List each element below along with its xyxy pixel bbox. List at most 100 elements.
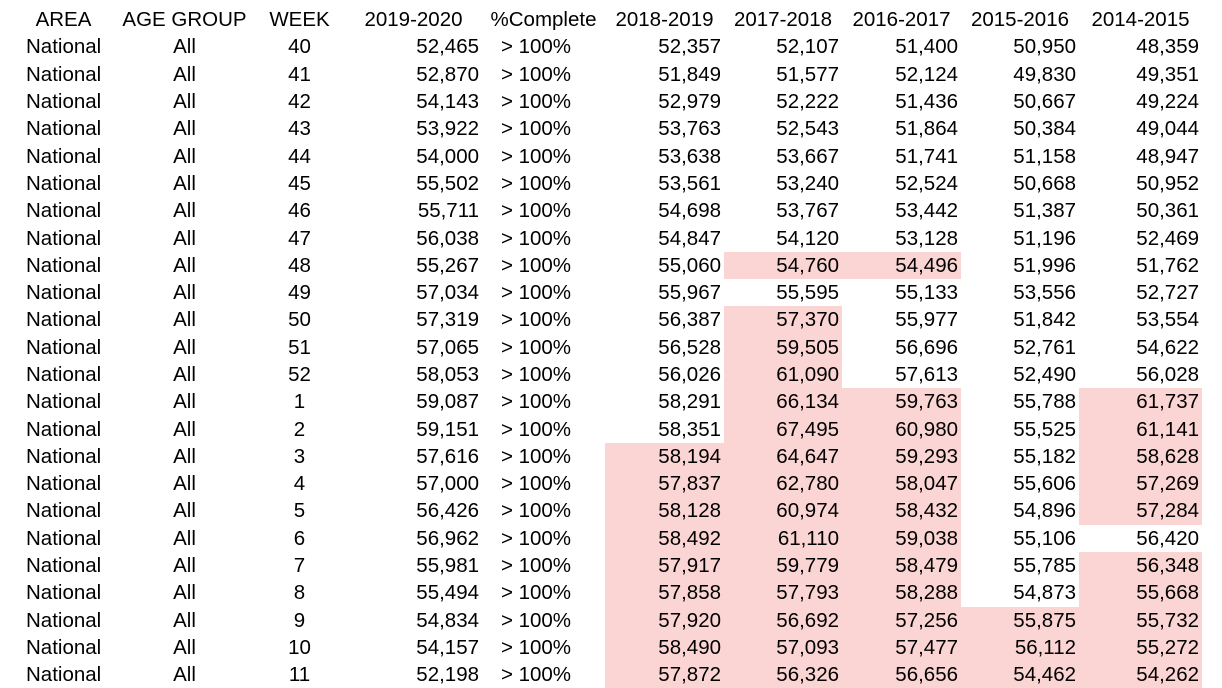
- cell-2014-2015: 49,351: [1136, 62, 1199, 86]
- cell-2018-2019: 53,638: [658, 144, 721, 168]
- cell-2015-2016: 55,525: [1013, 417, 1076, 441]
- cell-week: 50: [288, 308, 311, 332]
- cell-week: 2: [293, 417, 306, 441]
- cell-2018-2019: 53,561: [658, 171, 721, 195]
- cell-2015-2016: 54,873: [1013, 581, 1076, 605]
- cell-2018-2019: 57,920: [605, 606, 724, 634]
- cell-2018-2019: 54,698: [658, 199, 721, 223]
- cell-area: National: [26, 226, 102, 250]
- cell-2018-2019: 57,917: [605, 551, 724, 580]
- cell-area: National: [26, 608, 102, 632]
- cell-2018-2019: 52,357: [658, 35, 721, 59]
- cell-2015-2016: 49,830: [1013, 62, 1076, 86]
- cell-2017-2018: 62,780: [724, 470, 842, 498]
- cell-2019-2020: 55,711: [417, 199, 479, 223]
- cell-2017-2018: 52,543: [776, 117, 839, 141]
- cell-2015-2016: 55,182: [1013, 444, 1076, 468]
- cell-percent-complete: > 100%: [500, 35, 572, 59]
- cell-area: National: [26, 35, 102, 59]
- cell-2017-2018: 64,647: [724, 442, 842, 471]
- cell-age-group: All: [173, 663, 196, 687]
- cell-area: National: [26, 444, 102, 468]
- cell-2018-2019: 58,128: [605, 497, 724, 525]
- cell-2016-2017: 54,496: [842, 251, 961, 279]
- cell-area: National: [26, 90, 102, 114]
- cell-week: 45: [288, 171, 311, 195]
- cell-area: National: [26, 526, 102, 550]
- cell-2015-2016: 51,996: [1013, 253, 1076, 277]
- cell-area: National: [26, 663, 102, 687]
- cell-percent-complete: > 100%: [500, 472, 572, 496]
- cell-2016-2017: 51,400: [895, 35, 958, 59]
- cell-2016-2017: 58,288: [842, 579, 961, 607]
- cell-2019-2020: 55,981: [416, 554, 479, 578]
- cell-2015-2016: 55,788: [1013, 390, 1076, 414]
- cell-2019-2020: 57,319: [416, 308, 479, 332]
- cell-2016-2017: 53,442: [895, 199, 958, 223]
- cell-area: National: [26, 199, 102, 223]
- cell-2017-2018: 59,505: [724, 333, 842, 361]
- cell-2018-2019: 53,763: [658, 117, 721, 141]
- cell-2017-2018: 53,667: [776, 144, 839, 168]
- cell-2017-2018: 52,222: [776, 90, 839, 114]
- header-2018-2019: 2018-2019: [615, 8, 714, 32]
- header-2016-2017: 2016-2017: [852, 8, 951, 32]
- cell-age-group: All: [173, 226, 196, 250]
- cell-2016-2017: 58,047: [842, 470, 961, 498]
- cell-week: 46: [288, 199, 311, 223]
- cell-week: 52: [288, 363, 311, 386]
- cell-percent-complete: > 100%: [500, 226, 572, 250]
- cell-area: National: [26, 308, 102, 332]
- cell-age-group: All: [173, 62, 196, 86]
- cell-2019-2020: 56,038: [416, 226, 479, 250]
- cell-age-group: All: [173, 444, 196, 468]
- cell-2014-2015: 55,272: [1079, 633, 1202, 662]
- cell-week: 10: [288, 635, 311, 659]
- table-row: National All 3 57,616 > 100% 58,194 64,647 59,2…: [12, 442, 1202, 471]
- cell-area: National: [26, 117, 102, 141]
- cell-area: National: [26, 390, 102, 414]
- cell-2017-2018: 54,760: [724, 251, 842, 279]
- cell-percent-complete: > 100%: [500, 117, 572, 141]
- cell-week: 49: [288, 281, 311, 305]
- cell-2019-2020: 59,151: [416, 417, 479, 441]
- header-row: AREA AGE GROUP WEEK 2019-2020 %Complete …: [12, 6, 1202, 33]
- cell-week: 43: [288, 117, 311, 141]
- cell-2017-2018: 53,767: [776, 199, 839, 223]
- cell-2015-2016: 53,556: [1013, 281, 1076, 305]
- table-row: National All 42 54,143 > 100% 52,979 52,222 51,…: [12, 88, 1202, 115]
- cell-2017-2018: 51,577: [776, 62, 839, 86]
- table-row: National All 46 55,711 > 100% 54,698 53,767 53,…: [12, 197, 1202, 224]
- cell-2016-2017: 57,256: [842, 606, 961, 634]
- cell-2017-2018: 67,495: [724, 415, 842, 443]
- cell-2018-2019: 58,291: [658, 390, 721, 414]
- cell-week: 11: [288, 663, 311, 687]
- cell-2017-2018: 56,326: [724, 661, 842, 688]
- cell-week: 44: [288, 144, 311, 168]
- table-body: National All 40 52,465 > 100% 52,357 52,107 51,…: [12, 33, 1202, 688]
- cell-2015-2016: 51,842: [1013, 308, 1076, 332]
- cell-2015-2016: 55,875: [961, 606, 1079, 634]
- cell-age-group: All: [173, 90, 196, 114]
- cell-2016-2017: 55,133: [895, 281, 958, 305]
- cell-2017-2018: 61,110: [724, 524, 842, 552]
- cell-area: National: [26, 554, 102, 578]
- cell-2014-2015: 49,224: [1136, 90, 1199, 114]
- cell-2014-2015: 51,762: [1136, 253, 1199, 277]
- table-row: National All 9 54,834 > 100% 57,920 56,692 57,2…: [12, 606, 1202, 634]
- cell-2015-2016: 54,462: [961, 661, 1079, 688]
- cell-week: 42: [288, 90, 311, 114]
- cell-age-group: All: [173, 608, 196, 632]
- cell-2018-2019: 58,194: [605, 442, 724, 471]
- table-row: National All 6 56,962 > 100% 58,492 61,110 59,0…: [12, 524, 1202, 552]
- cell-age-group: All: [173, 281, 196, 305]
- cell-2017-2018: 55,595: [776, 281, 839, 305]
- cell-2014-2015: 48,947: [1136, 144, 1199, 168]
- cell-2019-2020: 53,922: [416, 117, 479, 141]
- cell-area: National: [26, 499, 102, 523]
- header-area: AREA: [35, 8, 92, 32]
- table-row: National All 10 54,157 > 100% 58,490 57,093 57,…: [12, 633, 1202, 662]
- cell-2019-2020: 54,834: [416, 608, 479, 632]
- cell-percent-complete: > 100%: [500, 335, 572, 359]
- cell-2017-2018: 52,107: [776, 35, 839, 59]
